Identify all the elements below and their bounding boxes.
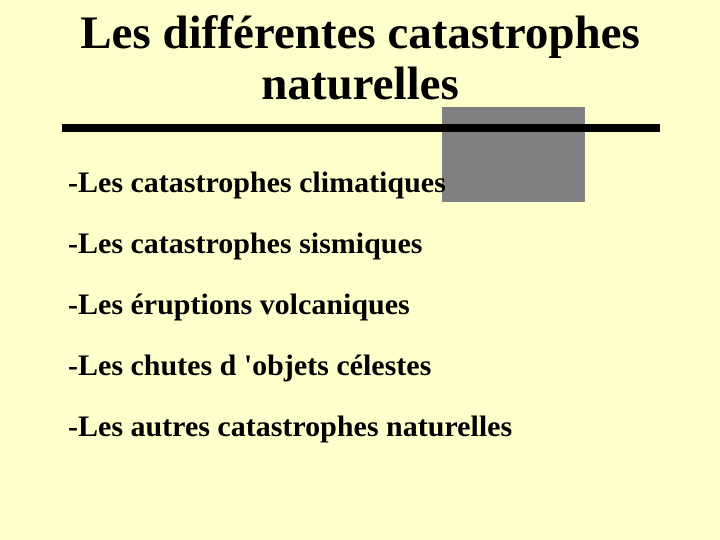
list-item: -Les catastrophes sismiques bbox=[68, 227, 720, 260]
slide-container: Les différentes catastrophes naturelles … bbox=[0, 0, 720, 540]
title-block: Les différentes catastrophes naturelles bbox=[0, 0, 720, 116]
divider-wrap bbox=[0, 116, 720, 144]
list-item: -Les éruptions volcaniques bbox=[68, 288, 720, 321]
slide-title-line1: Les différentes catastrophes bbox=[0, 8, 720, 59]
bullet-list: -Les catastrophes climatiques -Les catas… bbox=[0, 144, 720, 443]
title-underline bbox=[62, 124, 660, 132]
list-item: -Les chutes d 'objets célestes bbox=[68, 349, 720, 382]
list-item: -Les autres catastrophes naturelles bbox=[68, 410, 720, 443]
list-item: -Les catastrophes climatiques bbox=[68, 166, 720, 199]
slide-title-line2: naturelles bbox=[0, 59, 720, 110]
